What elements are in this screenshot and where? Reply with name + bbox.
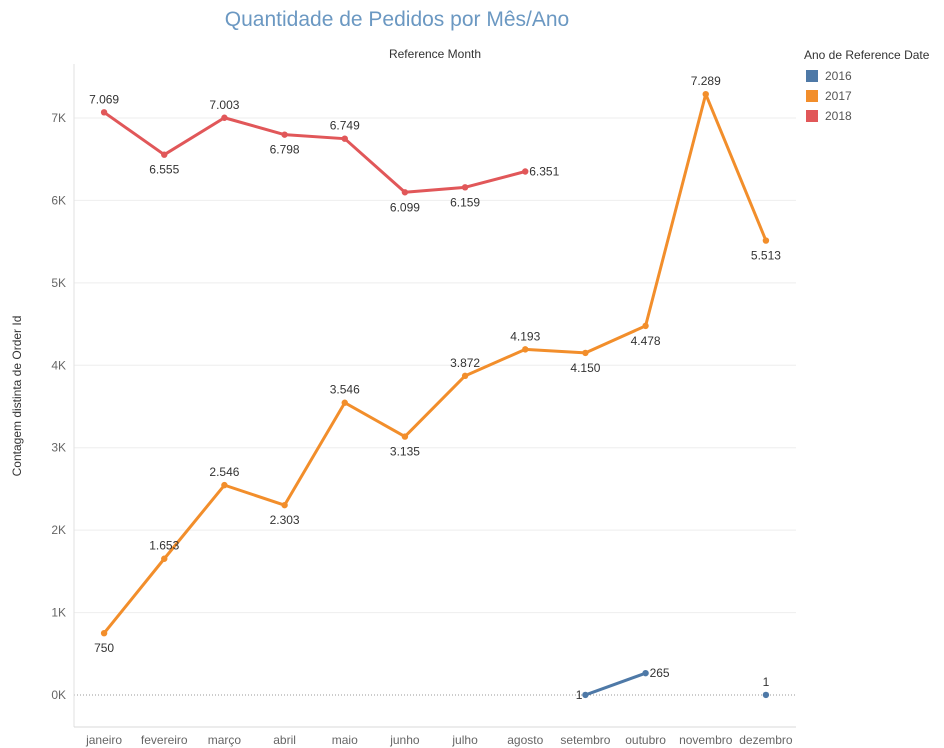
- data-point-2017[interactable]: [100, 629, 108, 637]
- series-line-2018: [102, 110, 527, 194]
- legend-swatch: [806, 70, 818, 82]
- data-label-2017: 7.289: [691, 74, 721, 88]
- data-label-2018: 6.749: [330, 119, 360, 133]
- x-tick-label: abril: [273, 733, 296, 747]
- y-axis-title: Contagem distinta de Order Id: [10, 316, 24, 477]
- data-point-2016[interactable]: [762, 691, 770, 699]
- data-point-2018[interactable]: [341, 135, 348, 142]
- data-label-2016: 265: [650, 666, 670, 680]
- y-tick-label: 4K: [51, 358, 66, 372]
- data-label-2017: 3.872: [450, 356, 480, 370]
- y-tick-label: 5K: [51, 276, 66, 290]
- data-point-2017[interactable]: [281, 501, 288, 509]
- legend-swatch: [806, 90, 818, 102]
- y-tick-label: 3K: [51, 441, 66, 455]
- series-lines: [100, 90, 770, 699]
- data-label-2018: 6.159: [450, 195, 480, 209]
- x-tick-label: janeiro: [85, 733, 122, 747]
- data-label-2018: 7.003: [209, 98, 239, 112]
- legend-label: 2016: [825, 69, 852, 83]
- x-tick-label: setembro: [560, 733, 610, 747]
- legend-title: Ano de Reference Date: [804, 48, 930, 62]
- data-label-2016: 1: [576, 688, 583, 702]
- x-tick-label: agosto: [507, 733, 543, 747]
- chart-title: Quantidade de Pedidos por Mês/Ano: [224, 8, 570, 31]
- x-tick-label: junho: [389, 733, 420, 747]
- data-point-2017[interactable]: [401, 433, 409, 440]
- data-point-2018[interactable]: [281, 131, 288, 138]
- x-tick-label: maio: [332, 733, 358, 747]
- legend-item-2018[interactable]: 2018: [804, 106, 944, 126]
- data-point-2017[interactable]: [221, 481, 228, 489]
- legend-swatch: [806, 110, 818, 122]
- data-label-2017: 3.135: [390, 445, 420, 459]
- data-label-2017: 3.546: [330, 383, 360, 397]
- data-point-2017[interactable]: [702, 90, 709, 98]
- data-label-2018: 6.555: [149, 163, 179, 177]
- data-labels: 1 265 1 750 1.653 2.546 2.303 3.546 3.135 3.872 4.…: [89, 74, 781, 702]
- y-tick-label: 2K: [51, 523, 66, 537]
- series-line-2017: [102, 92, 768, 635]
- data-point-2016[interactable]: [582, 691, 589, 699]
- data-label-2017: 4.478: [631, 334, 661, 348]
- data-label-2018: 7.069: [89, 92, 119, 106]
- legend-item-2016[interactable]: 2016: [804, 66, 944, 86]
- legend-label: 2018: [825, 109, 852, 123]
- series-line-2016: [583, 671, 648, 697]
- column-header: Reference Month: [389, 47, 481, 61]
- legend-label: 2017: [825, 89, 852, 103]
- data-label-2017: 4.150: [570, 361, 600, 375]
- y-tick-label: 7K: [51, 111, 66, 125]
- data-point-2018[interactable]: [401, 189, 409, 196]
- y-tick-label: 1K: [51, 606, 66, 620]
- x-tick-label: outubro: [625, 733, 666, 747]
- data-label-2017: 750: [94, 641, 114, 655]
- data-point-2018[interactable]: [522, 168, 529, 175]
- data-point-2018[interactable]: [221, 114, 228, 121]
- legend-item-2017[interactable]: 2017: [804, 86, 944, 106]
- data-label-2017: 2.546: [209, 465, 239, 479]
- data-point-2017[interactable]: [582, 349, 589, 357]
- grid-lines: [74, 117, 796, 696]
- x-tick-label: fevereiro: [141, 733, 188, 747]
- data-label-2016: 1: [763, 675, 770, 689]
- data-label-2018: 6.099: [390, 200, 420, 214]
- data-point-2017[interactable]: [762, 237, 770, 244]
- data-point-2017[interactable]: [522, 346, 529, 353]
- data-point-2016[interactable]: [642, 669, 649, 677]
- data-label-2017: 5.513: [751, 249, 781, 263]
- legend[interactable]: Ano de Reference Date 2016 2017 2018: [804, 48, 944, 126]
- x-tick-label: dezembro: [739, 733, 793, 747]
- data-label-2017: 1.653: [149, 539, 179, 553]
- data-label-2018: 6.351: [529, 164, 559, 178]
- data-label-2017: 2.303: [270, 513, 300, 527]
- legend-items: 2016 2017 2018: [804, 66, 944, 126]
- x-tick-label: março: [208, 733, 242, 747]
- data-point-2017[interactable]: [341, 399, 348, 406]
- y-tick-label: 6K: [51, 193, 66, 207]
- data-label-2018: 6.798: [270, 143, 300, 157]
- data-point-2017[interactable]: [642, 322, 649, 330]
- x-tick-label: julho: [451, 733, 478, 747]
- data-point-2018[interactable]: [161, 151, 168, 158]
- axes: 0K 1K 2K 3K 4K 5K 6K 7K janeiro fevereiro março abr…: [51, 64, 796, 747]
- data-point-2017[interactable]: [461, 372, 469, 380]
- data-label-2017: 4.193: [510, 329, 540, 343]
- y-tick-label: 0K: [51, 688, 66, 702]
- data-point-2018[interactable]: [100, 109, 108, 116]
- x-tick-label: novembro: [679, 733, 733, 747]
- data-point-2018[interactable]: [461, 184, 469, 191]
- data-point-2017[interactable]: [161, 555, 168, 562]
